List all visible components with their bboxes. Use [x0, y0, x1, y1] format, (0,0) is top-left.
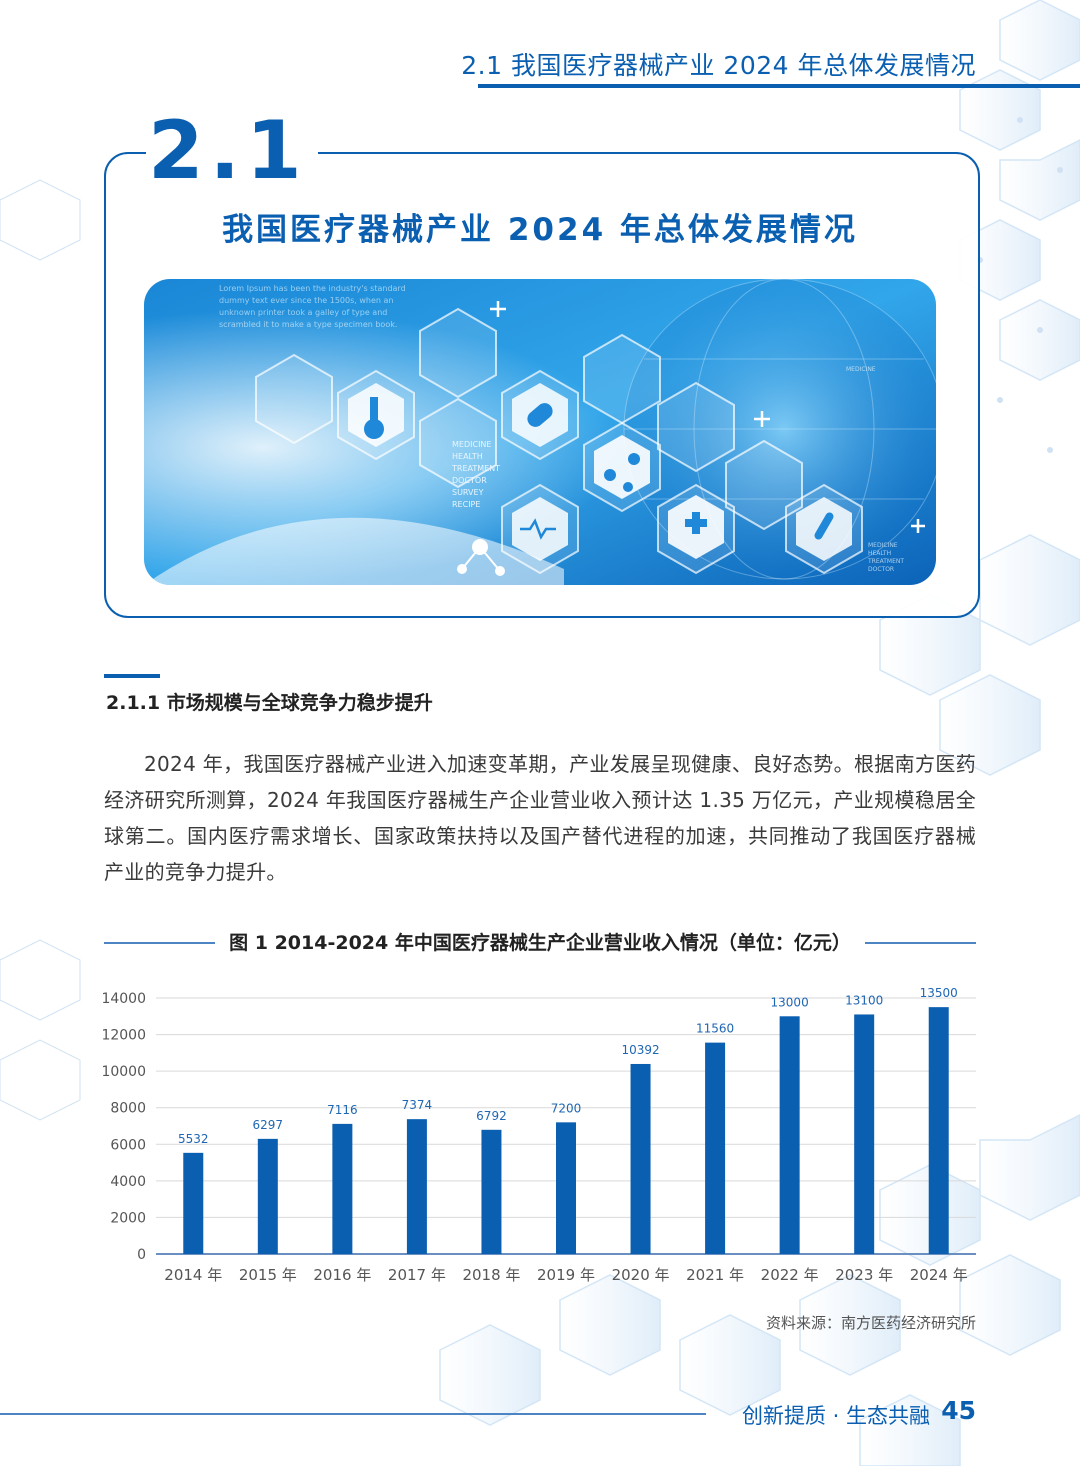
y-tick-label: 2000	[110, 1210, 146, 1226]
bar	[854, 1014, 875, 1254]
hex-text: DOCTOR	[452, 476, 487, 485]
bar	[481, 1129, 502, 1254]
y-tick-label: 8000	[110, 1101, 146, 1117]
x-tick-label: 2023 年	[835, 1266, 893, 1284]
hex-text: HEALTH	[452, 452, 483, 461]
y-tick-label: 10000	[101, 1064, 146, 1080]
x-tick-label: 2018 年	[462, 1266, 520, 1284]
y-tick-label: 0	[137, 1247, 146, 1263]
medical-banner-image: Lorem Ipsum has been the industry's stan…	[144, 279, 936, 585]
x-tick-label: 2021 年	[686, 1266, 744, 1284]
bar	[928, 1007, 949, 1254]
banner-lorem-line: unknown printer took a galley of type an…	[219, 308, 387, 317]
figure-title: 图 1 2014-2024 年中国医疗器械生产企业营业收入情况（单位：亿元）	[215, 932, 865, 954]
x-tick-label: 2019 年	[537, 1266, 595, 1284]
body-paragraph: 2024 年，我国医疗器械产业进入加速变革期，产业发展呈现健康、良好态势。根据南…	[104, 752, 976, 884]
y-tick-label: 12000	[101, 1028, 146, 1044]
bar	[630, 1063, 651, 1254]
running-header-title: 2.1 我国医疗器械产业 2024 年总体发展情况	[461, 51, 976, 80]
revenue-bar-chart: 0 2000 4000 6000 8000 10000 12000 14000 5532 2014…	[101, 986, 976, 1284]
bar-value-label: 13500	[920, 986, 958, 1000]
bar-value-label: 5532	[178, 1132, 209, 1146]
bar-value-label: 6792	[476, 1109, 507, 1123]
x-tick-label: 2022 年	[761, 1266, 819, 1284]
header-rule	[478, 84, 1080, 88]
bar	[779, 1016, 800, 1254]
small-text: TREATMENT	[867, 558, 904, 565]
x-tick-label: 2020 年	[612, 1266, 670, 1284]
y-tick-label: 14000	[101, 991, 146, 1007]
figure-caption: 图 1 2014-2024 年中国医疗器械生产企业营业收入情况（单位：亿元）	[104, 926, 976, 960]
bar	[705, 1042, 726, 1254]
hex-text: RECIPE	[452, 500, 480, 509]
heartbeat-icon	[520, 518, 556, 540]
bar-value-label: 13100	[845, 993, 883, 1007]
subsection-accent-bar	[104, 674, 160, 678]
bar	[332, 1123, 353, 1254]
banner-lorem-line: Lorem Ipsum has been the industry's stan…	[219, 284, 406, 293]
bar-value-label: 10392	[621, 1043, 659, 1057]
subsection-title: 2.1.1 市场规模与全球竞争力稳步提升	[106, 692, 433, 714]
small-text: HEALTH	[868, 550, 891, 557]
y-tick-label: 6000	[110, 1137, 146, 1153]
banner-lorem-line: scrambled it to make a type specimen boo…	[219, 320, 397, 329]
x-tick-label: 2016 年	[313, 1266, 371, 1284]
section-number: 2.1	[146, 106, 318, 196]
bar	[556, 1122, 576, 1254]
bar-value-label: 11560	[696, 1022, 734, 1036]
x-tick-label: 2024 年	[910, 1266, 968, 1284]
hex-text: SURVEY	[452, 488, 484, 497]
globe-label: MEDICINE	[846, 366, 876, 373]
x-tick-label: 2015 年	[239, 1266, 297, 1284]
bar	[183, 1152, 204, 1254]
bar-value-label: 7116	[327, 1103, 358, 1117]
x-tick-label: 2017 年	[388, 1266, 446, 1284]
bar-value-label: 6297	[253, 1118, 284, 1132]
bar-value-label: 7200	[551, 1101, 582, 1115]
banner-lorem-line: dummy text ever since the 1500s, when an	[219, 296, 393, 305]
bar-value-label: 7374	[402, 1098, 433, 1112]
hex-text: MEDICINE	[452, 440, 491, 449]
bar	[257, 1138, 278, 1254]
footer-rule	[0, 1413, 706, 1415]
page-number: 45	[941, 1396, 976, 1425]
footer-slogan: 创新提质 · 生态共融	[741, 1404, 930, 1428]
hex-text: TREATMENT	[451, 464, 500, 473]
small-text: MEDICINE	[868, 542, 898, 549]
x-tick-label: 2014 年	[164, 1266, 222, 1284]
y-tick-label: 4000	[110, 1174, 146, 1190]
bar-value-label: 13000	[771, 995, 809, 1009]
small-text: DOCTOR	[868, 566, 894, 573]
section-title: 我国医疗器械产业 2024 年总体发展情况	[222, 212, 858, 248]
bar	[406, 1119, 427, 1254]
source-note: 资料来源：南方医药经济研究所	[765, 1314, 976, 1332]
